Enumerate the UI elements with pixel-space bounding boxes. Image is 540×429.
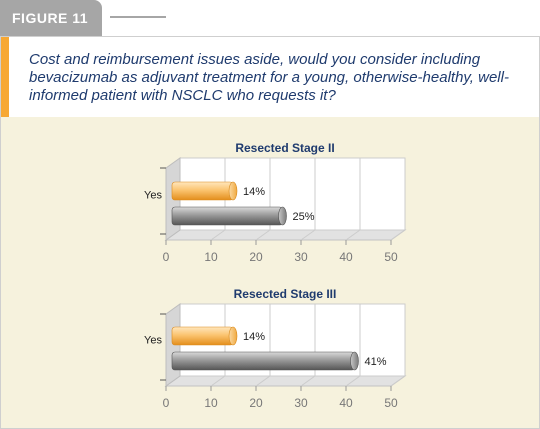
chart2-bar-2-cap: [350, 351, 359, 371]
chart2-floor-gridline: [345, 375, 361, 387]
chart2-value-label-1: 14%: [243, 331, 265, 343]
chart1-bar-2-cap: [278, 206, 287, 226]
chart2-bar-1-cap: [228, 326, 238, 346]
chart1-title: Resected Stage II: [235, 141, 334, 155]
chart1-bar-1: [171, 181, 234, 201]
chart2-floor: [164, 375, 407, 387]
chart2-bar-2: [171, 351, 355, 371]
chart1-floor-gridline: [210, 229, 226, 241]
chart2-floor-gridline: [390, 375, 406, 387]
chart1-floor-gridline: [300, 229, 316, 241]
figure-label: FIGURE 11: [0, 0, 102, 36]
question-accent-bar: [1, 37, 9, 117]
figure-rule: [110, 16, 166, 18]
chart1-value-label-2: 25%: [293, 211, 315, 223]
chart1-floor-gridline: [345, 229, 361, 241]
chart1-x-tick-label: 30: [294, 250, 308, 264]
chart1-floor: [164, 229, 407, 241]
question-box: Cost and reimbursement issues aside, wou…: [1, 37, 539, 117]
chart2-x-tick-label: 10: [204, 396, 218, 410]
chart1-x-tick-label: 20: [249, 250, 263, 264]
chart2-floor-gridline: [300, 375, 316, 387]
chart1-x-tick-label: 50: [384, 250, 398, 264]
chart2-x-tick-label: 50: [384, 396, 398, 410]
chart1-value-label-1: 14%: [243, 186, 265, 198]
chart1-floor-gridline: [390, 229, 406, 241]
chart1-x-tick-label: 40: [339, 250, 353, 264]
chart2-value-label-2: 41%: [365, 356, 387, 368]
chart1-x-tick-label: 0: [163, 250, 170, 264]
chart2-floor-gridline: [210, 375, 226, 387]
chart2-floor-gridline: [255, 375, 271, 387]
chart2-bar-1: [171, 326, 234, 346]
chart1-bar-2: [171, 206, 283, 226]
chart1-x-tick-label: 10: [204, 250, 218, 264]
chart2-x-tick-label: 20: [249, 396, 263, 410]
chart2-x-tick-label: 40: [339, 396, 353, 410]
chart2-title: Resected Stage III: [234, 287, 337, 301]
chart1-category-label: Yes: [144, 190, 162, 202]
chart1-bar-1-cap: [228, 181, 238, 201]
question-text: Cost and reimbursement issues aside, wou…: [29, 51, 509, 104]
chart2-x-tick-label: 30: [294, 396, 308, 410]
chart1-floor-gridline: [255, 229, 271, 241]
chart2-x-tick-label: 0: [163, 396, 170, 410]
chart2-category-label: Yes: [144, 335, 162, 347]
